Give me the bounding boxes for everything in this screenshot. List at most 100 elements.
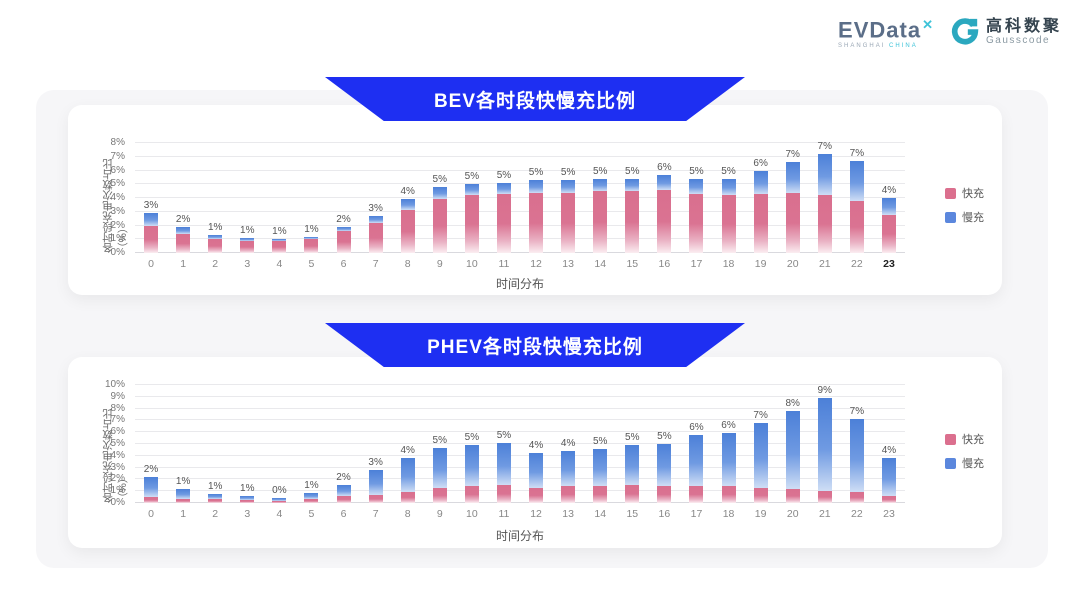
y-tick-label: 9% — [110, 390, 125, 402]
bar-value-label: 0% — [272, 484, 287, 496]
x-tick-label: 14 — [594, 258, 607, 270]
bar-segment-slow-charge — [593, 448, 608, 487]
legend-swatch — [945, 457, 956, 469]
stacked-bar — [432, 187, 447, 253]
bar-value-label: 5% — [464, 432, 480, 444]
bar-value-label: 1% — [175, 475, 191, 487]
legend-swatch — [945, 211, 956, 223]
gridline — [135, 155, 905, 157]
bar-segment-fast-charge — [817, 491, 832, 503]
evdata-text: EVData — [838, 17, 922, 43]
stacked-bar — [657, 174, 672, 253]
y-tick-label: 6% — [110, 426, 125, 438]
legend-swatch — [945, 433, 956, 445]
x-tick-label: 3 — [244, 508, 251, 520]
gridline — [135, 443, 905, 444]
bar-value-label: 7% — [817, 141, 832, 152]
x-tick-label: 7 — [372, 258, 379, 270]
phev-chart-card: PHEV各时段快慢充比例 各时段充电次数占比（%） 0% 1% 2% 3% 4% 5% 6%… — [68, 323, 1002, 548]
bev-plot-area: 0% 1% 2% 3% 4% 5% 6% 7% 8% 3% 0 2% 1 1% 2 1% 3 1% 4 1% 5 2% 6 3… — [111, 137, 905, 270]
bar-segment-slow-charge — [625, 445, 640, 486]
gridline — [135, 183, 905, 185]
x-tick-label: 22 — [851, 508, 863, 520]
legend-item[interactable]: 慢充 — [945, 209, 984, 225]
bar-segment-fast-charge — [400, 210, 415, 253]
bar-value-label: 4% — [528, 440, 544, 452]
gridline — [135, 466, 905, 468]
bar-value-label: 1% — [304, 223, 319, 235]
stacked-bar — [657, 444, 672, 503]
header-logos: EVData✕ SHANGHAI CHINA 高科数聚 Gausscode — [838, 14, 1062, 49]
y-tick-label: 6% — [110, 164, 125, 176]
y-tick-label: 0% — [110, 497, 125, 508]
bar-segment-fast-charge — [625, 191, 640, 253]
legend-item[interactable]: 快充 — [945, 431, 984, 447]
bar-value-label: 7% — [753, 409, 768, 421]
bar-value-label: 2% — [175, 213, 191, 225]
bar-segment-fast-charge — [881, 495, 896, 503]
x-tick-label: 22 — [851, 258, 863, 270]
bar-segment-slow-charge — [561, 451, 576, 487]
bar-value-label: 4% — [400, 445, 415, 457]
x-tick-label: 17 — [690, 508, 703, 520]
stacked-bar — [304, 236, 319, 253]
bar-segment-slow-charge — [336, 485, 351, 496]
bar-segment-slow-charge — [753, 170, 768, 194]
stacked-bar — [593, 178, 608, 253]
phev-x-axis-title: 时间分布 — [495, 529, 544, 543]
x-tick-label: 12 — [530, 258, 542, 270]
bar-value-label: 5% — [721, 165, 736, 177]
y-tick-label: 7% — [110, 414, 125, 426]
bar-segment-fast-charge — [144, 497, 159, 503]
bar-value-label: 4% — [881, 185, 897, 196]
x-tick-label: 4 — [276, 508, 283, 520]
stacked-bar — [400, 199, 415, 253]
stacked-bar — [144, 213, 159, 253]
stacked-bar — [464, 184, 479, 253]
stacked-bar — [881, 198, 896, 253]
bar-segment-slow-charge — [304, 236, 319, 240]
bar-segment-slow-charge — [240, 237, 255, 241]
bar-value-label: 3% — [143, 200, 159, 212]
bar-segment-fast-charge — [529, 487, 544, 503]
bar-value-label: 5% — [464, 171, 480, 183]
bar-value-label: 1% — [207, 222, 223, 234]
legend-item[interactable]: 快充 — [945, 185, 984, 201]
x-tick-label: 9 — [436, 258, 443, 270]
gausscode-logo: 高科数聚 Gausscode — [950, 17, 1062, 47]
bev-title-banner: BEV各时段快慢充比例 — [325, 77, 745, 121]
bar-segment-slow-charge — [561, 180, 576, 193]
bar-value-label: 5% — [689, 165, 704, 177]
stacked-bar — [785, 162, 800, 253]
stacked-bar — [208, 235, 223, 253]
bar-segment-fast-charge — [657, 486, 672, 503]
bar-segment-fast-charge — [529, 192, 544, 253]
gridline — [135, 454, 905, 456]
stacked-bar — [496, 182, 511, 253]
bar-segment-slow-charge — [432, 187, 447, 200]
bar-value-label: 5% — [625, 165, 640, 177]
bar-segment-fast-charge — [721, 486, 736, 503]
bar-value-label: 6% — [657, 161, 672, 173]
gridline — [135, 384, 905, 385]
legend-item[interactable]: 慢充 — [945, 455, 984, 471]
y-tick-label: 4% — [110, 192, 125, 203]
x-tick-label: 17 — [690, 258, 703, 270]
x-tick-label: 9 — [436, 508, 443, 520]
x-tick-label: 1 — [180, 508, 187, 520]
bar-segment-fast-charge — [208, 239, 223, 253]
x-tick-label: 15 — [626, 258, 639, 270]
bar-value-label: 9% — [817, 384, 832, 396]
bar-segment-slow-charge — [304, 492, 319, 500]
x-tick-label: 4 — [276, 258, 283, 270]
bar-segment-fast-charge — [753, 193, 768, 253]
x-tick-label: 10 — [466, 508, 478, 520]
stacked-bar — [368, 215, 383, 253]
y-tick-label: 3% — [110, 205, 125, 217]
legend-label: 慢充 — [962, 212, 984, 224]
stacked-bar — [881, 458, 896, 503]
gridline — [135, 238, 905, 240]
evdata-x-mark: ✕ — [922, 17, 934, 32]
x-tick-label: 5 — [308, 258, 315, 270]
bar-segment-fast-charge — [272, 500, 287, 503]
